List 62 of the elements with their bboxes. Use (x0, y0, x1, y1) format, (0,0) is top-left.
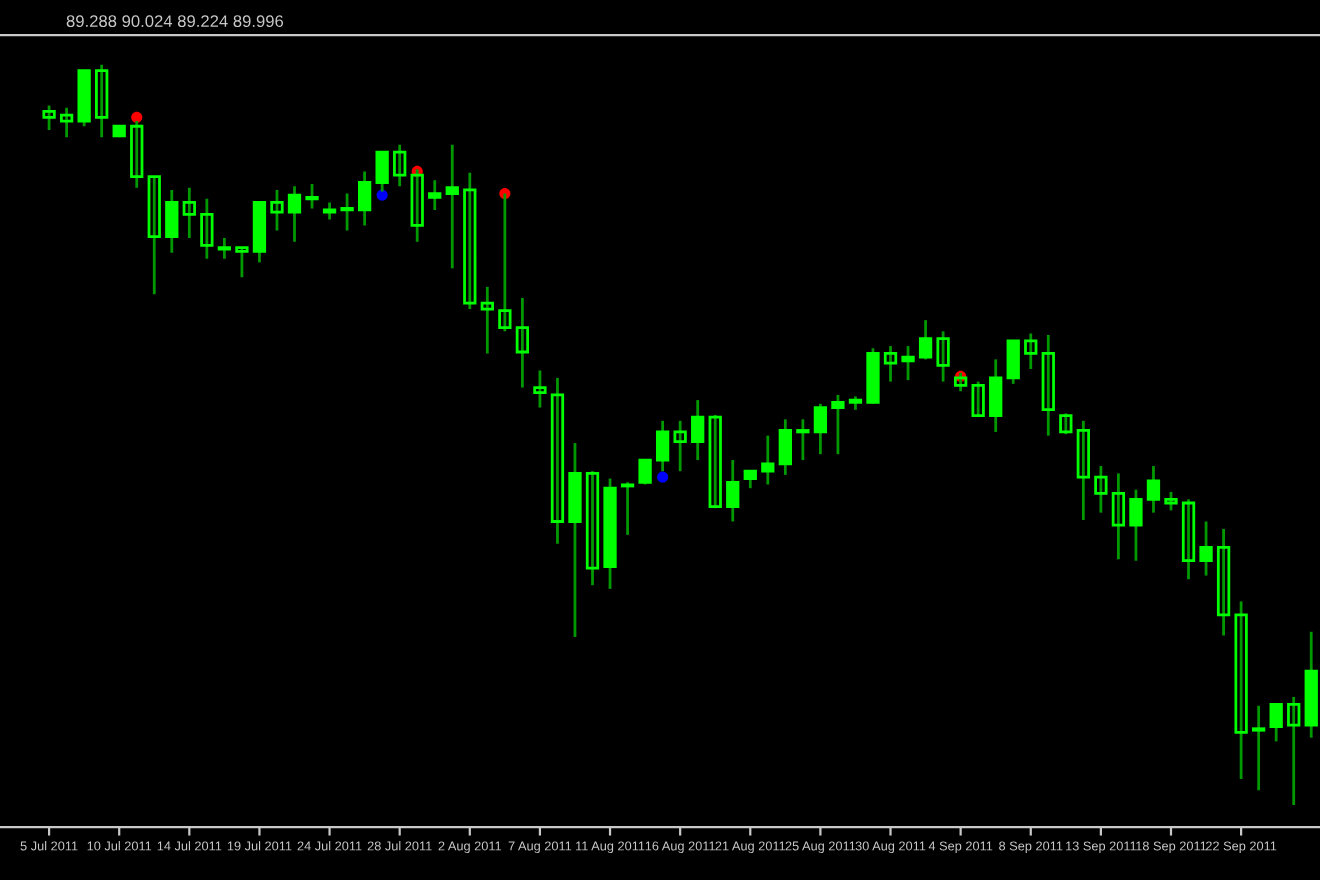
candlestick (796, 417, 810, 462)
candlestick (918, 318, 933, 361)
candlestick (1216, 527, 1231, 637)
candlestick (989, 358, 1003, 434)
candlestick (340, 192, 354, 232)
candlestick (305, 182, 319, 210)
candlestick (200, 197, 214, 261)
candlestick (445, 143, 459, 270)
candlestick (287, 184, 302, 244)
candlestick (936, 329, 950, 383)
candlestick (691, 398, 705, 462)
candlestick (550, 376, 565, 546)
candlestick (393, 143, 407, 188)
candlestick (217, 236, 232, 261)
candlestick (480, 285, 494, 355)
candlestick (1006, 339, 1020, 386)
candlestick (1041, 333, 1055, 438)
candlestick (95, 63, 109, 139)
candlestick (638, 458, 652, 486)
candlestick (428, 178, 442, 212)
candlestick (1129, 488, 1143, 563)
candlestick (1287, 695, 1301, 807)
candlestick (498, 192, 512, 333)
candlestick (620, 480, 635, 537)
candlestick (1164, 490, 1178, 512)
point (131, 111, 143, 123)
chart-title: 89.288 90.024 89.224 89.996 (66, 15, 284, 28)
candlestick (673, 419, 687, 473)
candlestick (708, 413, 722, 510)
candlestick (270, 188, 284, 232)
candlestick (831, 393, 845, 456)
candlestick (533, 369, 547, 409)
candlestick (182, 186, 196, 240)
candlestick (1252, 704, 1266, 792)
candlestick (463, 171, 477, 311)
candlestick (42, 104, 56, 132)
candlestick (883, 344, 898, 383)
candlestick (235, 246, 249, 279)
candlestick (1269, 702, 1283, 743)
candlestick (761, 434, 775, 486)
candlestick (778, 417, 792, 477)
candlestick (165, 188, 179, 255)
point (657, 471, 669, 483)
candlestick (1076, 419, 1090, 522)
candlestick (971, 380, 985, 419)
candlestick (1181, 497, 1196, 581)
point (376, 189, 388, 201)
candlestick (726, 458, 740, 523)
candlestick (357, 170, 372, 227)
candlestick (1199, 520, 1213, 577)
candlestick (901, 344, 915, 382)
candlestick (1146, 464, 1161, 515)
candlestick (1059, 412, 1073, 436)
candlestick (515, 296, 530, 389)
candlestick (585, 469, 600, 587)
candlestick (1094, 464, 1108, 515)
candlestick (1234, 600, 1248, 781)
candlestick (813, 402, 828, 456)
candlestick (59, 106, 74, 139)
candlestick (1111, 472, 1126, 561)
candlestick (1024, 332, 1038, 371)
candlestick (147, 175, 161, 296)
